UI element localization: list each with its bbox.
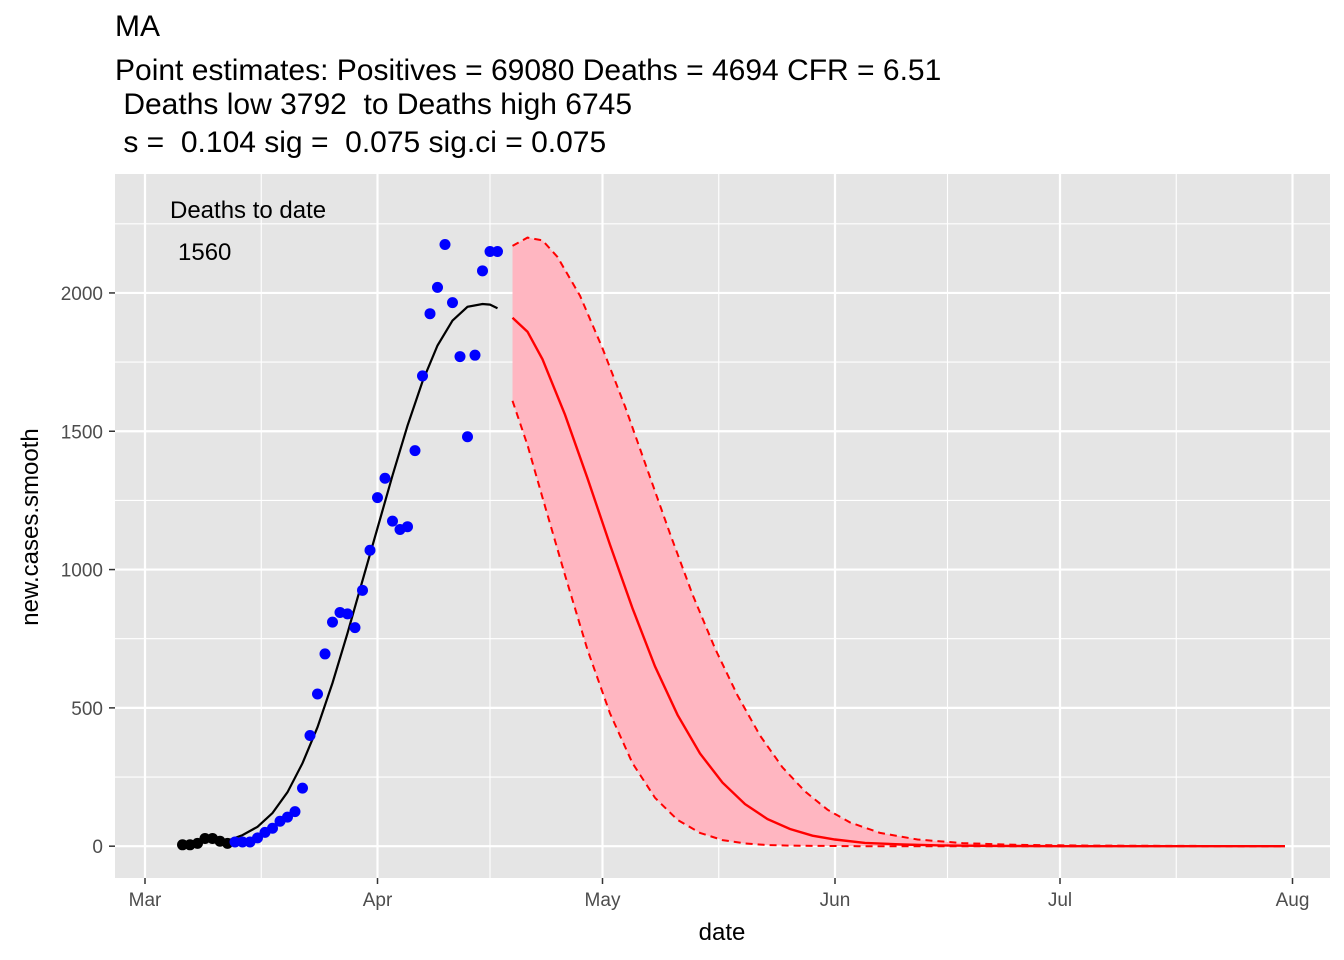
data-point <box>312 688 323 700</box>
data-point <box>372 492 383 504</box>
y-tick-label: 0 <box>92 837 103 858</box>
axes: Mar Apr May Jun Jul Aug 0 500 1000 1500 2000 <box>61 284 1310 911</box>
data-point <box>477 265 488 277</box>
chart-subtitle-line-3: s = 0.104 sig = 0.075 sig.ci = 0.075 <box>115 126 606 159</box>
chart-title: MA <box>115 10 160 43</box>
data-point <box>304 730 316 742</box>
deaths-to-date-label: Deaths to date <box>170 197 326 224</box>
data-point <box>424 308 436 320</box>
x-tick-label: Jun <box>820 890 851 911</box>
grid-major <box>115 174 1330 878</box>
projection-curve <box>511 316 1285 848</box>
y-axis-title: new.cases.smooth <box>17 428 44 625</box>
data-point <box>447 297 458 309</box>
data-point <box>282 811 293 823</box>
data-point <box>417 370 428 382</box>
x-axis-title: date <box>699 919 746 946</box>
ci-lower-line <box>511 400 1285 848</box>
data-point <box>252 832 263 844</box>
x-tick-label: Apr <box>363 890 393 911</box>
data-point <box>357 584 368 596</box>
data-point <box>379 472 391 484</box>
y-tick-label: 1000 <box>61 561 103 582</box>
plot-layer <box>177 236 1286 851</box>
x-tick-label: Aug <box>1276 890 1310 911</box>
data-point <box>439 239 451 251</box>
data-point <box>364 544 376 556</box>
data-point <box>319 648 331 660</box>
data-point <box>267 822 278 834</box>
data-point <box>409 445 421 457</box>
x-tick-label: Jul <box>1048 890 1072 911</box>
deaths-to-date-value: 1560 <box>178 239 231 266</box>
data-point <box>492 245 503 257</box>
ci-upper-line <box>512 236 1286 848</box>
data-point <box>289 806 301 818</box>
data-point <box>349 622 361 634</box>
data-point <box>454 351 466 363</box>
confidence-band <box>512 237 1285 847</box>
data-point <box>327 616 338 628</box>
x-tick-label: Mar <box>129 890 162 911</box>
chart-subtitle-line-1: Point estimates: Positives = 69080 Death… <box>115 54 941 87</box>
y-tick-label: 500 <box>71 699 103 720</box>
data-point <box>342 608 353 620</box>
data-point <box>402 521 413 533</box>
data-point <box>462 431 473 443</box>
data-point <box>387 515 398 527</box>
x-tick-label: May <box>585 890 621 911</box>
data-point <box>469 349 481 361</box>
data-point <box>432 281 443 293</box>
data-point <box>297 782 308 794</box>
y-tick-label: 1500 <box>61 422 103 443</box>
y-tick-label: 2000 <box>61 284 103 305</box>
chart-subtitle-line-2: Deaths low 3792 to Deaths high 6745 <box>115 88 632 121</box>
